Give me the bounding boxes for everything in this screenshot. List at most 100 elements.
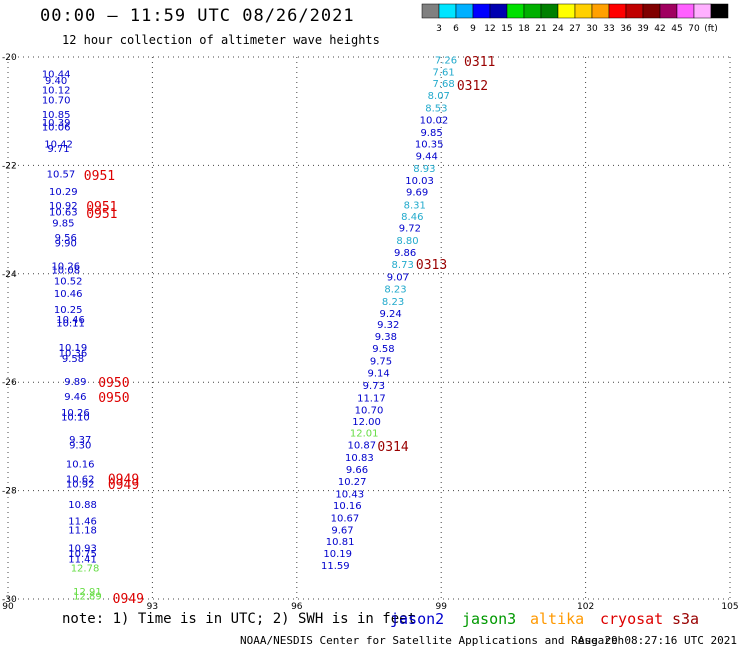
wave-height-point: 10.25 bbox=[54, 305, 83, 316]
wave-height-point: 8.07 bbox=[428, 91, 450, 102]
wave-height-point: 9.30 bbox=[69, 441, 91, 452]
footer-date: Aug 29 08:27:16 UTC 2021 bbox=[578, 634, 737, 647]
satellite-cryosat: cryosat bbox=[600, 610, 664, 628]
wave-height-point: 10.42 bbox=[44, 140, 73, 151]
wave-height-point: 10.16 bbox=[66, 460, 95, 471]
pass-time-label: 0311 bbox=[464, 55, 495, 70]
wave-height-point: 11.59 bbox=[321, 561, 350, 572]
colorbar-label: 12 bbox=[484, 24, 495, 34]
wave-height-point: 11.18 bbox=[68, 526, 97, 537]
y-tick-label: -28 bbox=[2, 487, 17, 497]
wave-height-point: 10.70 bbox=[355, 405, 384, 416]
wave-height-point: 10.92 bbox=[66, 480, 95, 491]
wave-height-point: 10.46 bbox=[54, 289, 83, 300]
pass-time-label: 0951 bbox=[86, 207, 117, 222]
pass-time-label: 0951 bbox=[86, 200, 117, 215]
colorbar-label: (ft) bbox=[704, 24, 718, 34]
wave-height-point: 10.26 bbox=[61, 408, 90, 419]
wave-height-point: 12.89 bbox=[73, 592, 102, 603]
wave-height-point: 9.40 bbox=[45, 76, 67, 87]
wave-height-point: 9.75 bbox=[370, 357, 392, 368]
wave-height-point: 9.38 bbox=[375, 332, 397, 343]
colorbar-label: 15 bbox=[501, 24, 512, 34]
y-tick-label: -24 bbox=[2, 270, 17, 280]
wave-height-point: 8.46 bbox=[401, 212, 423, 223]
wave-height-point: 10.52 bbox=[54, 276, 83, 287]
wave-height-point: 12.78 bbox=[71, 564, 100, 575]
wave-height-point: 10.81 bbox=[326, 537, 355, 548]
wave-height-point: 8.23 bbox=[384, 284, 406, 295]
wave-height-point: 10.75 bbox=[68, 549, 97, 560]
wave-height-point: 10.92 bbox=[49, 201, 78, 212]
wave-height-point: 12.00 bbox=[352, 417, 381, 428]
chart-title: 00:00 — 11:59 UTC 08/26/2021 bbox=[40, 6, 355, 26]
wave-height-point: 10.10 bbox=[61, 412, 90, 423]
satellite-jason3: jason3 bbox=[462, 610, 517, 628]
wave-height-point: 9.07 bbox=[387, 273, 409, 284]
colorbar-legend: 3 6 9 12 15 18 21 24 27 30 33 36 39 42 45 70 (ft) bbox=[421, 3, 729, 34]
wave-height-point: 9.90 bbox=[55, 238, 77, 249]
wave-height-point: 10.19 bbox=[59, 343, 88, 354]
wave-height-point: 10.08 bbox=[51, 265, 80, 276]
wave-height-point: 9.37 bbox=[69, 435, 91, 446]
x-tick-label: 96 bbox=[291, 602, 303, 612]
satellite-altika: altika bbox=[530, 610, 585, 628]
wave-height-point: 9.58 bbox=[372, 344, 394, 355]
wave-height-point: 11.41 bbox=[68, 554, 97, 565]
wave-height-point: 9.56 bbox=[55, 233, 77, 244]
wave-height-point: 10.36 bbox=[59, 348, 88, 359]
pass-time-label: 0314 bbox=[377, 440, 408, 455]
wave-height-point: 9.32 bbox=[377, 320, 399, 331]
x-tick-label: 102 bbox=[577, 602, 594, 612]
wave-height-point: 10.83 bbox=[345, 453, 374, 464]
wave-height-point: 10.29 bbox=[49, 187, 78, 198]
wave-height-point: 10.63 bbox=[49, 207, 78, 218]
wave-height-point: 8.23 bbox=[382, 297, 404, 308]
x-tick-label: 105 bbox=[721, 602, 738, 612]
wave-height-point: 9.67 bbox=[331, 526, 353, 537]
wave-height-point: 10.57 bbox=[47, 170, 76, 181]
colorbar-label: 3 bbox=[436, 24, 442, 34]
satellite-s3a: s3a bbox=[672, 610, 700, 628]
wave-height-point: 10.27 bbox=[338, 477, 367, 488]
pass-time-label: 0950 bbox=[98, 376, 129, 391]
wave-height-point: 11.17 bbox=[357, 393, 386, 404]
colorbar-label: 18 bbox=[518, 24, 530, 34]
wave-height-point: 10.11 bbox=[56, 319, 85, 330]
wave-height-point: 9.89 bbox=[64, 377, 86, 388]
wave-height-point: 8.53 bbox=[425, 103, 447, 114]
pass-time-label: 0949 bbox=[108, 473, 139, 488]
wave-height-point: 10.87 bbox=[347, 441, 376, 452]
wave-height-point: 10.26 bbox=[51, 262, 80, 273]
footer-credit: NOAA/NESDIS Center for Satellite Applica… bbox=[240, 634, 625, 647]
wave-height-point: 10.19 bbox=[323, 549, 352, 560]
wave-height-point: 9.46 bbox=[64, 392, 86, 403]
wave-height-point: 8.93 bbox=[413, 164, 435, 175]
wave-height-point: 12.91 bbox=[73, 587, 102, 598]
wave-height-point: 10.67 bbox=[331, 514, 360, 525]
colorbar-label: 30 bbox=[586, 24, 598, 34]
wave-height-point: 9.85 bbox=[52, 218, 74, 229]
y-tick-label: -22 bbox=[2, 161, 17, 171]
wave-height-point: 8.80 bbox=[396, 236, 418, 247]
colorbar-label: 24 bbox=[552, 24, 564, 34]
wave-height-point: 7.61 bbox=[432, 68, 454, 79]
wave-height-point: 10.39 bbox=[42, 118, 71, 129]
wave-height-point: 8.31 bbox=[404, 200, 426, 211]
x-tick-label: 99 bbox=[435, 602, 447, 612]
colorbar-label: 70 bbox=[688, 24, 700, 34]
satellite-jason2: jason2 bbox=[390, 610, 445, 628]
wave-height-point: 11.46 bbox=[68, 516, 97, 527]
wave-height-point: 10.88 bbox=[68, 500, 97, 511]
wave-height-point: 9.73 bbox=[363, 381, 385, 392]
wave-height-point: 10.85 bbox=[42, 110, 71, 121]
colorbar-label: 42 bbox=[654, 24, 665, 34]
y-tick-label: -26 bbox=[2, 378, 17, 388]
pass-time-label: 0312 bbox=[457, 79, 488, 94]
colorbar-label: 45 bbox=[671, 24, 682, 34]
colorbar-label: 39 bbox=[637, 24, 649, 34]
wave-height-point: 9.85 bbox=[420, 128, 442, 139]
wave-height-point: 7.26 bbox=[435, 56, 457, 67]
wave-height-point: 10.46 bbox=[56, 315, 85, 326]
wave-height-point: 10.12 bbox=[42, 86, 71, 97]
